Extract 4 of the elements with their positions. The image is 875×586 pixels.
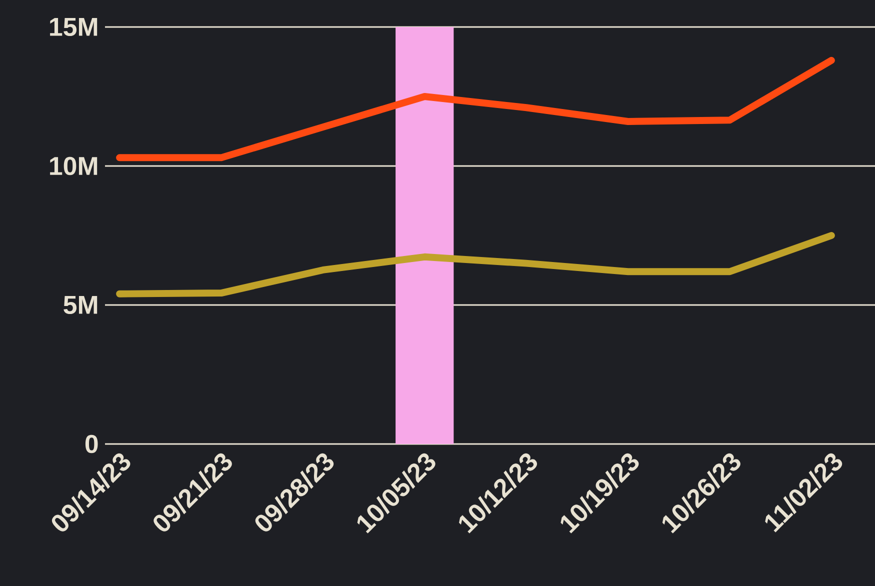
y-tick-label: 15M [50, 18, 98, 36]
y-tick-label: 10M [50, 156, 98, 176]
y-tick-label: 5M [64, 296, 98, 314]
y-tick-label: 0 [85, 434, 98, 454]
